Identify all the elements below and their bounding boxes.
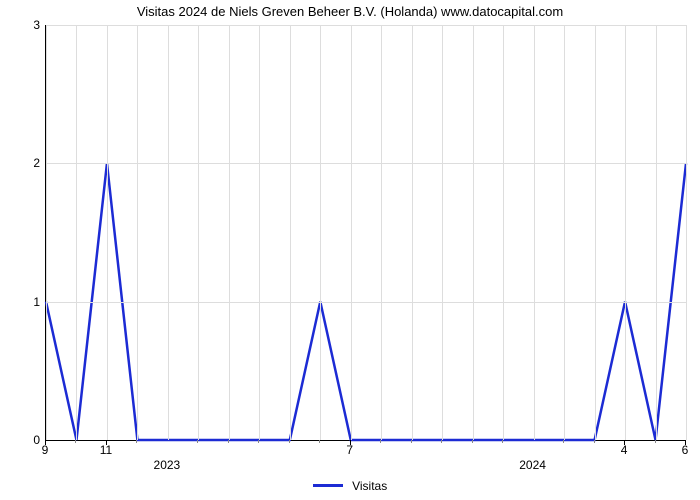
x-tick-minor [655, 440, 656, 443]
grid-line-vertical [198, 25, 199, 440]
legend-label: Visitas [352, 479, 387, 493]
x-tick-minor [197, 440, 198, 443]
line-chart-svg [46, 25, 686, 440]
grid-line-horizontal [46, 25, 686, 26]
x-tick-minor [380, 440, 381, 443]
x-axis-label: 9 [42, 443, 49, 457]
grid-line-vertical [290, 25, 291, 440]
y-axis-label: 1 [28, 295, 40, 309]
x-axis-year-label: 2024 [519, 458, 546, 472]
plot-area [45, 25, 686, 441]
x-axis-label: 11 [100, 443, 112, 457]
grid-line-horizontal [46, 302, 686, 303]
grid-line-vertical [229, 25, 230, 440]
grid-line-vertical [442, 25, 443, 440]
grid-line-vertical [686, 25, 687, 440]
x-tick-minor [258, 440, 259, 443]
x-tick-minor [411, 440, 412, 443]
grid-line-vertical [46, 25, 47, 440]
x-tick-minor [594, 440, 595, 443]
grid-line-vertical [503, 25, 504, 440]
y-axis-label: 0 [28, 433, 40, 447]
x-axis-label: 7 [346, 443, 353, 457]
grid-line-vertical [320, 25, 321, 440]
x-tick-minor [289, 440, 290, 443]
x-axis-label: 4 [621, 443, 628, 457]
grid-line-vertical [137, 25, 138, 440]
y-axis-label: 2 [28, 156, 40, 170]
grid-line-vertical [473, 25, 474, 440]
grid-line-vertical [595, 25, 596, 440]
legend: Visitas [0, 478, 700, 493]
x-axis-label: 6 [682, 443, 689, 457]
x-tick-minor [319, 440, 320, 443]
x-axis-year-label: 2023 [154, 458, 181, 472]
grid-line-horizontal [46, 163, 686, 164]
grid-line-vertical [259, 25, 260, 440]
grid-line-vertical [76, 25, 77, 440]
chart-container: Visitas 2024 de Niels Greven Beheer B.V.… [0, 0, 700, 500]
x-tick-minor [75, 440, 76, 443]
grid-line-vertical [656, 25, 657, 440]
grid-line-vertical [534, 25, 535, 440]
y-axis-label: 3 [28, 18, 40, 32]
grid-line-vertical [351, 25, 352, 440]
legend-swatch [313, 484, 343, 487]
x-tick-minor [441, 440, 442, 443]
grid-line-vertical [625, 25, 626, 440]
x-tick-minor [502, 440, 503, 443]
grid-line-vertical [412, 25, 413, 440]
chart-title: Visitas 2024 de Niels Greven Beheer B.V.… [0, 4, 700, 19]
x-tick-minor [472, 440, 473, 443]
x-tick-minor [563, 440, 564, 443]
grid-line-vertical [168, 25, 169, 440]
grid-line-vertical [107, 25, 108, 440]
x-tick-minor [228, 440, 229, 443]
grid-line-vertical [564, 25, 565, 440]
grid-line-vertical [381, 25, 382, 440]
x-tick-minor [136, 440, 137, 443]
